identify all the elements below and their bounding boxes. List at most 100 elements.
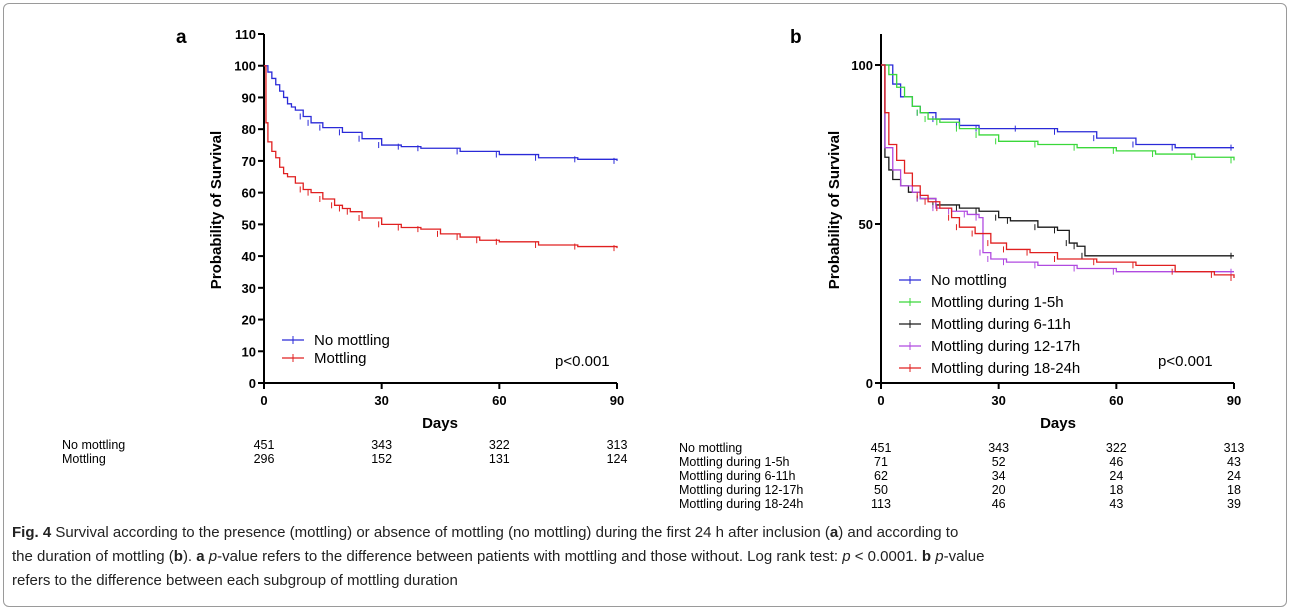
panel-a: a 0 10 20 30 40 50 60 70 80 90 100 110 0 30 60 90 Proba…	[62, 27, 627, 466]
figure-frame	[3, 3, 1287, 607]
caption-text-2: ) and according to	[838, 524, 959, 541]
y-tick-label: 80	[242, 122, 256, 137]
risk-row-label: Mottling	[62, 452, 106, 466]
risk-value: 322	[489, 438, 510, 452]
x-tick-label: 0	[877, 393, 884, 408]
risk-row-label: Mottling during 1-5h	[679, 455, 790, 469]
x-tick-label: 90	[610, 393, 624, 408]
risk-value: 313	[607, 438, 628, 452]
panel-b-legend: No mottling Mottling during 1-5h Mottling …	[899, 272, 1080, 377]
y-tick-label: 70	[242, 154, 256, 169]
panel-b-x-axis-title: Days	[1040, 415, 1076, 432]
risk-value: 62	[874, 469, 888, 483]
legend-label: No mottling	[314, 332, 390, 349]
caption-text-4: ).	[182, 548, 197, 565]
risk-value: 131	[489, 452, 510, 466]
y-tick-label: 90	[242, 90, 256, 105]
risk-row-label: Mottling during 6-11h	[679, 469, 796, 483]
panel-a-letter: a	[176, 27, 187, 48]
y-tick-label: 40	[242, 249, 256, 264]
risk-row-label: No mottling	[679, 441, 742, 455]
risk-value: 43	[1227, 455, 1241, 469]
risk-value: 451	[871, 441, 892, 455]
caption-text-3: the duration of mottling (	[12, 548, 174, 565]
caption-fig-label: Fig. 4	[12, 524, 52, 541]
legend-label: Mottling during 18-24h	[931, 360, 1080, 377]
series-line-3	[881, 64, 1234, 257]
risk-value: 113	[871, 497, 891, 511]
risk-value: 313	[1224, 441, 1245, 455]
legend-label: Mottling	[314, 350, 367, 367]
y-tick-label: 50	[242, 217, 256, 232]
caption-text-6: -value	[943, 548, 985, 565]
risk-value: 343	[371, 438, 392, 452]
caption-ref-b: b	[173, 548, 183, 565]
y-tick-label: 20	[242, 313, 256, 328]
legend-label: Mottling during 1-5h	[931, 294, 1064, 311]
risk-row-label: Mottling during 18-24h	[679, 497, 803, 511]
risk-value: 24	[1227, 469, 1241, 483]
risk-value: 296	[254, 452, 275, 466]
x-tick-label: 30	[991, 393, 1005, 408]
panel-b-y-axis-title: Probability of Survival	[826, 131, 843, 289]
risk-value: 46	[1109, 455, 1123, 469]
panel-b-risk-table: No mottling 451 343 322 313 Mottling during 1…	[679, 441, 1244, 511]
figure-canvas: a 0 10 20 30 40 50 60 70 80 90 100 110 0 30 60 90 Proba…	[62, 27, 1244, 511]
x-tick-label: 0	[260, 393, 267, 408]
risk-row-label: No mottling	[62, 438, 125, 452]
x-tick-label: 90	[1227, 393, 1241, 408]
caption-text-5: -value refers to the difference between …	[217, 548, 843, 565]
panel-a-x-axis-title: Days	[422, 415, 458, 432]
x-tick-label: 30	[374, 393, 388, 408]
panel-a-y-axis-title: Probability of Survival	[208, 131, 225, 289]
series-line-5	[881, 64, 1235, 279]
risk-value: 18	[1109, 483, 1123, 497]
risk-value: 24	[1109, 469, 1123, 483]
panel-a-risk-table: No mottling 451 343 322 313 Mottling 296 152 131…	[62, 438, 627, 466]
panel-b-pvalue: p<0.001	[1158, 353, 1213, 370]
series-line-1	[881, 64, 1234, 149]
risk-value: 46	[992, 497, 1006, 511]
caption-ref-b2: b	[921, 548, 932, 565]
y-tick-label: 50	[859, 217, 873, 232]
risk-value: 43	[1109, 497, 1123, 511]
y-tick-label: 110	[235, 27, 256, 42]
risk-value: 451	[254, 438, 275, 452]
panel-a-pvalue: p<0.001	[555, 353, 610, 370]
caption-ref-a2: a	[196, 548, 205, 565]
risk-value: 20	[992, 483, 1006, 497]
risk-value: 50	[874, 483, 888, 497]
risk-value: 39	[1227, 497, 1241, 511]
risk-value: 52	[992, 455, 1006, 469]
y-tick-label: 0	[249, 376, 256, 391]
risk-row-label: Mottling during 12-17h	[679, 483, 803, 497]
y-tick-label: 10	[242, 344, 256, 359]
risk-value: 124	[607, 452, 628, 466]
risk-value: 322	[1106, 441, 1127, 455]
caption-p-italic-3: p	[935, 548, 944, 565]
caption-ref-a: a	[829, 524, 839, 541]
caption-pvalue: < 0.0001.	[850, 548, 922, 565]
series-line-2	[264, 65, 618, 249]
risk-value: 71	[874, 455, 888, 469]
x-tick-label: 60	[492, 393, 506, 408]
series-line-4	[881, 64, 1234, 273]
y-tick-label: 100	[234, 59, 256, 74]
caption-text-1: Survival according to the presence (mott…	[51, 524, 830, 541]
legend-label: Mottling during 12-17h	[931, 338, 1080, 355]
risk-value: 343	[988, 441, 1009, 455]
series-line-2	[881, 64, 1235, 161]
caption-text-7: refers to the difference between each su…	[12, 572, 458, 589]
risk-value: 152	[371, 452, 392, 466]
caption-p-italic: p	[208, 548, 218, 565]
y-tick-label: 60	[242, 186, 256, 201]
y-tick-label: 30	[242, 281, 256, 296]
risk-value: 34	[992, 469, 1006, 483]
x-tick-label: 60	[1109, 393, 1123, 408]
y-tick-label: 0	[866, 376, 873, 391]
caption-p-italic-2: p	[842, 548, 851, 565]
risk-value: 18	[1227, 483, 1241, 497]
series-line-1	[264, 65, 618, 161]
